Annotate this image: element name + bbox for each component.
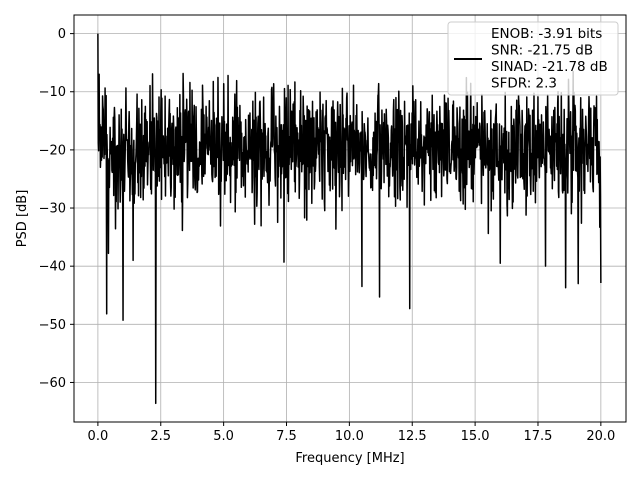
x-tick-label: 5.0: [213, 429, 234, 444]
legend-entry-sinad: SINAD: -21.78 dB: [491, 59, 608, 75]
y-tick-label: −50: [39, 318, 66, 333]
legend-entry-snr: SNR: -21.75 dB: [491, 43, 593, 59]
y-tick-label: −30: [39, 202, 66, 217]
y-tick-label: −60: [39, 376, 66, 391]
plot-area: [97, 33, 602, 405]
legend-entry-sfdr: SFDR: 2.3: [491, 76, 557, 92]
y-tick-label: −20: [39, 143, 66, 158]
x-tick-label: 0.0: [88, 429, 109, 444]
y-tick-label: −40: [39, 260, 66, 275]
x-tick-label: 2.5: [150, 429, 171, 444]
axes-frame: [73, 14, 627, 423]
psd-series-line: [97, 33, 602, 405]
legend: ENOB: -3.91 bits SNR: -21.75 dB SINAD: -…: [447, 21, 619, 96]
y-tick-label: −10: [39, 85, 66, 100]
y-axis-label: PSD [dB]: [15, 190, 30, 248]
x-tick-label: 7.5: [276, 429, 297, 444]
legend-box: [447, 21, 619, 96]
x-tick-label: 17.5: [524, 429, 553, 444]
x-axis-label: Frequency [MHz]: [295, 451, 404, 466]
x-tick-label: 12.5: [398, 429, 427, 444]
legend-entry-enob: ENOB: -3.91 bits: [491, 26, 602, 42]
y-tick-label: 0: [58, 27, 66, 42]
x-tick-label: 10.0: [335, 429, 364, 444]
x-tick-label: 15.0: [461, 429, 490, 444]
x-tick-label: 20.0: [586, 429, 615, 444]
axis-ticks: 0.0 2.5 5.0 7.5 10.0 12.5 15.0 17.5 20.0 0 −10 −20 −…: [39, 27, 616, 444]
